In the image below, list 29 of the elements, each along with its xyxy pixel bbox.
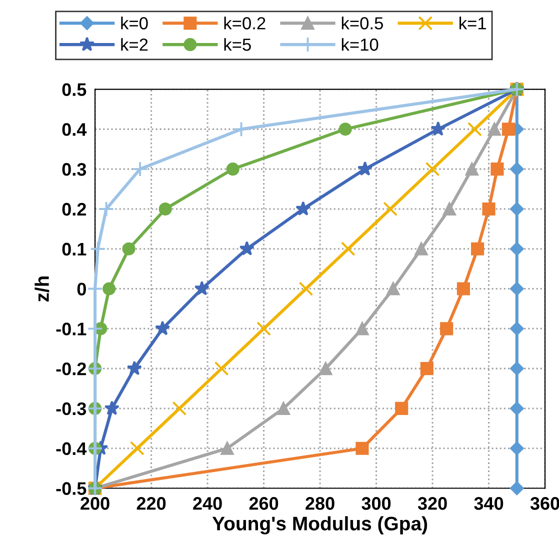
x-tick-label: 240: [193, 497, 222, 510]
y-tick-label: 0.2: [62, 202, 86, 216]
y-tick-label: -0.1: [56, 322, 86, 336]
legend-label: k=0.5: [342, 16, 383, 30]
y-tick-label: -0.5: [56, 482, 86, 495]
y-axis-title: z/h: [34, 276, 50, 302]
y-tick-label: -0.3: [56, 402, 86, 416]
legend-label: k=0.2: [224, 16, 266, 30]
legend-label: k=0: [121, 16, 148, 30]
x-tick-label: 260: [249, 497, 278, 510]
x-tick-label: 320: [418, 497, 447, 510]
x-axis-title: Young's Modulus (Gpa): [212, 516, 428, 534]
x-tick-label: 200: [80, 497, 110, 510]
y-tick-label: 0.1: [62, 242, 86, 256]
legend-label: k=2: [121, 38, 148, 51]
legend-label: k=10: [342, 38, 378, 51]
y-tick-label: -0.4: [56, 442, 87, 456]
legend-label: k=5: [224, 38, 251, 51]
y-tick-label: 0.5: [62, 83, 86, 96]
x-tick-label: 340: [474, 497, 504, 510]
y-tick-label: 0.4: [62, 123, 87, 136]
y-tick-label: 0: [77, 282, 86, 296]
x-tick-label: 300: [362, 497, 391, 510]
y-tick-label: 0.3: [62, 163, 86, 176]
x-tick-label: 220: [136, 497, 166, 510]
legend-label: k=1: [460, 16, 486, 30]
x-tick-label: 360: [530, 497, 559, 510]
y-tick-label: -0.2: [56, 362, 86, 376]
x-tick-label: 280: [306, 497, 334, 510]
